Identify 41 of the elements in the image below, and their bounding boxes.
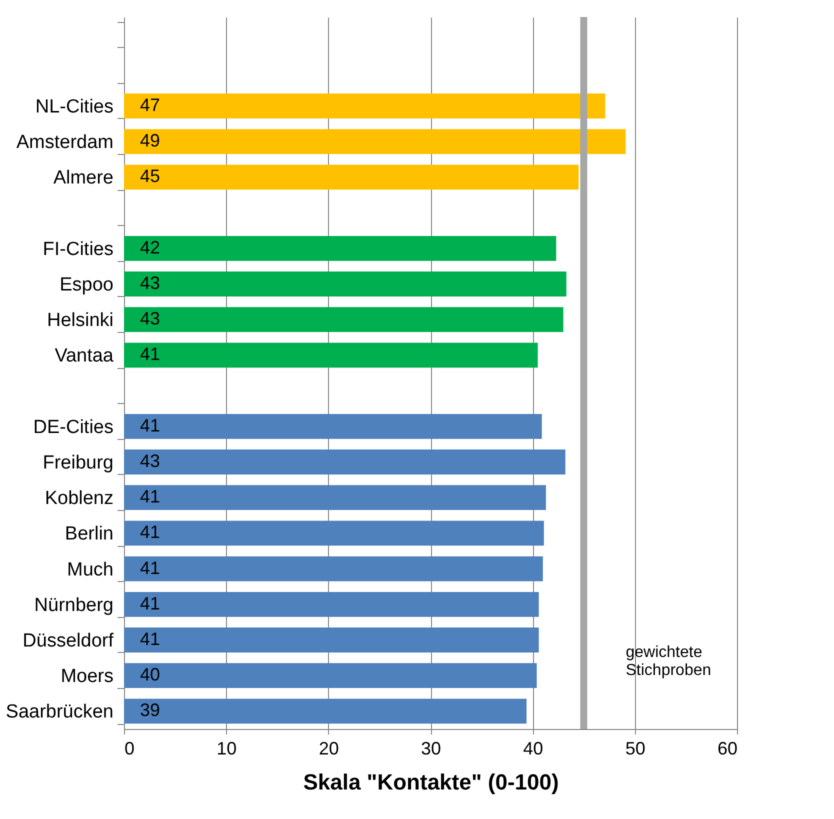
x-tick-label: 30: [420, 738, 442, 758]
x-tick-label: 60: [717, 738, 738, 758]
data-label: 47: [140, 95, 160, 115]
y-tick-label: Vantaa: [54, 346, 114, 367]
data-label: 39: [140, 700, 160, 720]
y-tick-label: Amsterdam: [16, 132, 114, 154]
ref-line-label: gewichtete Stichproben: [626, 644, 712, 679]
data-label: 41: [140, 629, 160, 649]
data-label: 40: [140, 664, 160, 685]
x-tick-label: 0: [124, 738, 135, 758]
y-tick-label: Berlin: [64, 524, 114, 545]
data-label: 43: [140, 308, 160, 329]
data-label: 41: [140, 558, 160, 578]
x-tick-label: 20: [318, 738, 339, 758]
y-tick-label: Helsinki: [46, 310, 114, 332]
x-tick-label: 50: [625, 738, 646, 758]
y-tick-label: Düsseldorf: [22, 630, 114, 652]
y-tick-label: NL-Cities: [35, 96, 114, 118]
y-tick-label: FI-Cities: [42, 238, 114, 260]
data-label: 43: [140, 451, 160, 471]
data-label: 43: [140, 273, 160, 293]
data-label: 45: [140, 166, 160, 186]
x-axis-title: Skala "Kontakte" (0-100): [303, 770, 559, 794]
data-label: 41: [140, 593, 160, 614]
y-tick-label: Nürnberg: [34, 594, 114, 616]
y-tick-label: DE-Cities: [33, 416, 114, 438]
x-tick-label: 40: [523, 738, 544, 758]
data-label: 41: [140, 522, 160, 542]
data-label: 41: [140, 486, 160, 507]
data-label: 41: [140, 344, 160, 364]
y-tick-label: Moers: [60, 666, 114, 688]
y-tick-label: Freiburg: [42, 452, 114, 474]
data-label: 42: [140, 237, 160, 258]
data-label: 41: [140, 415, 160, 436]
y-tick-label: Much: [67, 559, 114, 580]
y-tick-label: Espoo: [60, 274, 114, 296]
y-tick-label: Almere: [53, 168, 114, 189]
x-tick-label: 10: [216, 738, 237, 758]
data-label: 49: [140, 130, 160, 151]
y-tick-label: Saarbrücken: [6, 702, 114, 723]
y-tick-label: Koblenz: [44, 488, 114, 510]
